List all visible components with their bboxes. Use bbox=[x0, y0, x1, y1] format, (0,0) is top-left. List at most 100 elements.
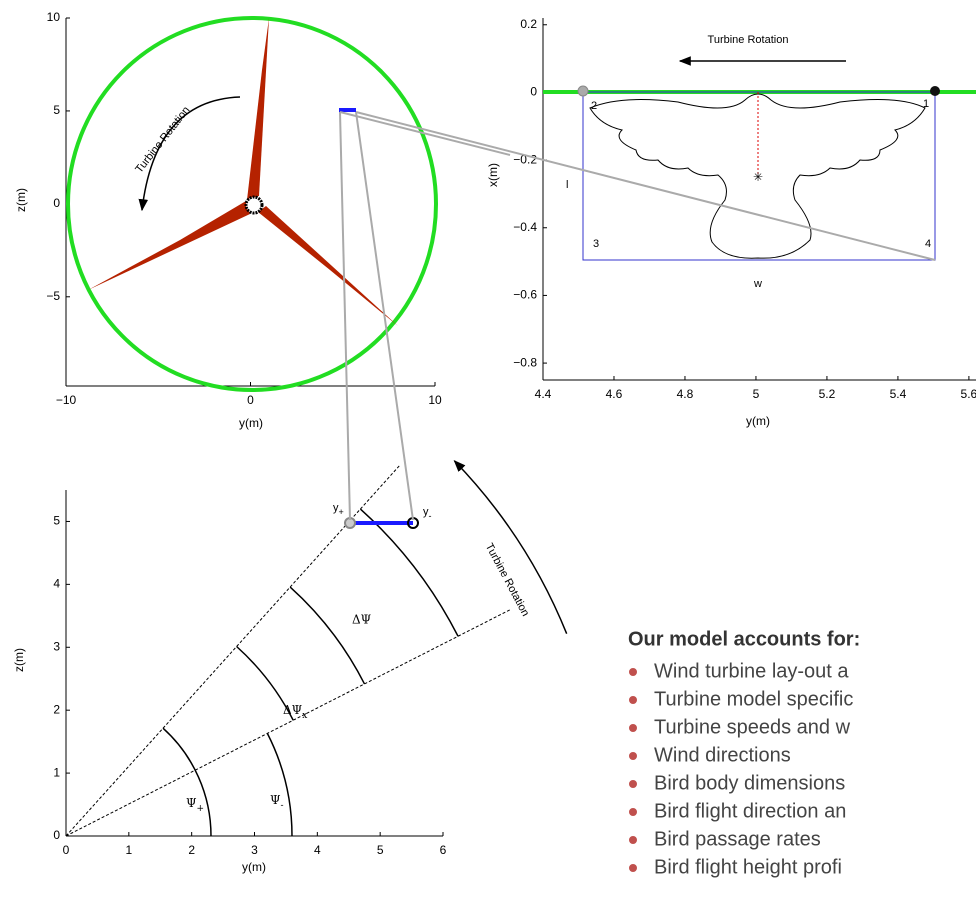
corner-label: 3 bbox=[593, 238, 599, 250]
bird-box bbox=[582, 91, 936, 261]
point bbox=[577, 85, 589, 97]
arc bbox=[289, 586, 366, 685]
bullet-text: Bird passage rates bbox=[654, 828, 821, 850]
y-tick-label: 0 bbox=[530, 85, 537, 99]
y-tick-label: −0.8 bbox=[513, 355, 537, 369]
delta-psi-label: ΔΨ bbox=[352, 613, 372, 627]
sector-edge bbox=[65, 464, 401, 837]
y-tick-label: 4 bbox=[53, 577, 60, 591]
bullet-text: Turbine speeds and w bbox=[654, 716, 851, 738]
psi-plus-label-sub: + bbox=[197, 804, 205, 814]
annotation: Turbine Rotation bbox=[483, 541, 532, 618]
delta-psi-x-label-base: ΔΨ bbox=[283, 703, 303, 717]
bullet-text: Turbine model specific bbox=[654, 688, 853, 710]
x-tick-label: 5 bbox=[377, 843, 384, 857]
connector bbox=[355, 111, 414, 521]
blade bbox=[258, 206, 398, 326]
blade bbox=[247, 18, 269, 200]
bullet-dot bbox=[629, 724, 637, 732]
psi-plus-label-base: Ψ bbox=[186, 796, 197, 810]
y-tick-label: 0 bbox=[53, 196, 60, 210]
y-tick-label: −0.4 bbox=[513, 220, 537, 234]
x-tick-label: −10 bbox=[56, 393, 77, 407]
x-tick-label: 0 bbox=[247, 393, 254, 407]
hub bbox=[244, 195, 264, 215]
x-tick-label: 2 bbox=[188, 843, 195, 857]
length-label: l bbox=[566, 179, 568, 191]
point bbox=[930, 86, 940, 96]
rotation-arrow bbox=[138, 96, 241, 212]
y-tick-label: 10 bbox=[47, 10, 61, 24]
y-tick-label: 0.2 bbox=[520, 17, 537, 31]
delta-psi-x-label-sub: x bbox=[302, 711, 307, 721]
x-tick-label: 5 bbox=[753, 387, 760, 401]
blade bbox=[88, 201, 250, 290]
connector bbox=[339, 111, 511, 156]
arc bbox=[266, 733, 293, 837]
bullet-dot bbox=[629, 808, 637, 816]
bullet-text: Bird flight direction an bbox=[654, 800, 846, 822]
x-tick-label: 4.6 bbox=[606, 387, 623, 401]
bullet-text: Wind directions bbox=[654, 744, 791, 766]
y-tick-label: 2 bbox=[53, 702, 60, 716]
y-axis-label: x(m) bbox=[486, 163, 500, 187]
x-tick-label: 4 bbox=[314, 843, 321, 857]
x-tick-label: 10 bbox=[428, 393, 442, 407]
width-label: w bbox=[753, 278, 762, 290]
bird-outline bbox=[589, 93, 926, 259]
x-tick-label: 6 bbox=[440, 843, 447, 857]
psi-minus-label: Ψ- bbox=[270, 793, 284, 811]
center-star: ✳ bbox=[753, 170, 763, 184]
x-tick-label: 5.4 bbox=[890, 387, 907, 401]
annotation: Turbine Rotation bbox=[708, 34, 789, 46]
bullet-dot bbox=[629, 696, 637, 704]
x-axis-label: y(m) bbox=[746, 414, 770, 428]
connector bbox=[339, 111, 351, 521]
y-plus-label-base: y bbox=[333, 502, 339, 514]
y-plus-label: y+ bbox=[333, 502, 344, 517]
y-axis-label: z(m) bbox=[14, 188, 28, 212]
corner-label: 1 bbox=[923, 98, 929, 110]
y-axis-label: z(m) bbox=[12, 648, 26, 672]
x-tick-label: 3 bbox=[251, 843, 258, 857]
bullet-dot bbox=[629, 864, 637, 872]
arc bbox=[359, 508, 459, 637]
y-minus-label: y- bbox=[423, 506, 432, 521]
x-tick-label: 4.8 bbox=[677, 387, 694, 401]
y-tick-label: −5 bbox=[46, 289, 60, 303]
y-minus-label-base: y bbox=[423, 506, 429, 518]
bullet-dot bbox=[629, 836, 637, 844]
x-tick-label: 5.6 bbox=[961, 387, 976, 401]
sector-edge bbox=[65, 608, 512, 837]
y-tick-label: −0.2 bbox=[513, 152, 537, 166]
psi-minus-label-sub: - bbox=[281, 801, 284, 811]
arc bbox=[236, 645, 294, 721]
y-tick-label: 5 bbox=[53, 103, 60, 117]
corner-label: 4 bbox=[925, 238, 931, 250]
y-tick-label: 0 bbox=[53, 828, 60, 842]
psi-plus-label: Ψ+ bbox=[186, 796, 204, 814]
panel-heading: Our model accounts for: bbox=[628, 628, 860, 650]
x-tick-label: 0 bbox=[63, 843, 70, 857]
x-tick-label: 5.2 bbox=[819, 387, 836, 401]
delta-psi-x-label: ΔΨx bbox=[283, 703, 307, 721]
y-plus-label-sub: + bbox=[339, 507, 344, 517]
arc bbox=[162, 727, 212, 837]
psi-minus-label-base: Ψ bbox=[270, 793, 281, 807]
bullet-dot bbox=[629, 780, 637, 788]
x-axis-label: y(m) bbox=[239, 416, 263, 430]
bullet-text: Wind turbine lay-out a bbox=[654, 660, 849, 682]
x-axis-label: y(m) bbox=[242, 860, 266, 874]
corner-label: 2 bbox=[591, 100, 597, 112]
bullet-dot bbox=[629, 752, 637, 760]
y-tick-label: 1 bbox=[53, 765, 60, 779]
bullet-dot bbox=[629, 668, 637, 676]
connector bbox=[355, 111, 936, 261]
annotation: Turbine Rotation bbox=[133, 104, 192, 175]
x-tick-label: 4.4 bbox=[535, 387, 552, 401]
bullet-text: Bird flight height profi bbox=[654, 856, 842, 878]
y-tick-label: −0.6 bbox=[513, 288, 537, 302]
y-tick-label: 5 bbox=[53, 514, 60, 528]
